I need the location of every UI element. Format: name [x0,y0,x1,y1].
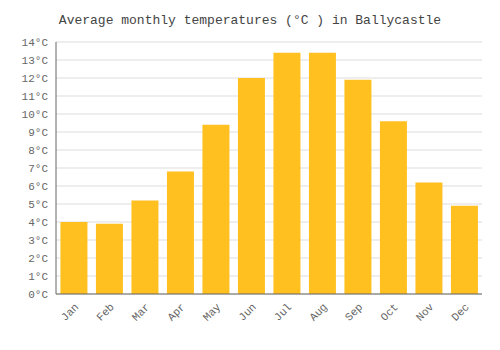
svg-text:0°C: 0°C [28,289,48,301]
svg-text:Dec: Dec [449,301,471,323]
svg-text:Nov: Nov [414,301,437,324]
svg-text:3°C: 3°C [28,235,48,247]
svg-text:May: May [201,301,224,324]
svg-text:Mar: Mar [130,301,152,323]
svg-text:8°C: 8°C [28,145,48,157]
svg-text:Apr: Apr [165,301,187,323]
svg-text:Feb: Feb [94,301,116,323]
svg-text:2°C: 2°C [28,253,48,265]
svg-text:Oct: Oct [378,301,400,323]
html-text:Average monthly temperatures (: Average monthly temperatures (°C ) in Ba… [58,13,442,28]
svg-text:Sep: Sep [343,301,365,323]
svg-text:7°C: 7°C [28,163,48,175]
svg-text:11°C: 11°C [22,91,49,103]
svg-text:Jul: Jul [272,301,294,323]
svg-text:6°C: 6°C [28,181,48,193]
svg-text:12°C: 12°C [22,73,49,85]
svg-text:1°C: 1°C [28,271,48,283]
svg-text:9°C: 9°C [28,127,48,139]
svg-text:4°C: 4°C [28,217,48,229]
svg-text:14°C: 14°C [22,37,49,49]
svg-text:13°C: 13°C [22,55,49,67]
svg-text:Aug: Aug [307,301,329,323]
svg-text:5°C: 5°C [28,199,48,211]
svg-text:Jan: Jan [59,301,81,323]
svg-text:Jun: Jun [236,301,258,323]
svg-text:10°C: 10°C [22,109,49,121]
